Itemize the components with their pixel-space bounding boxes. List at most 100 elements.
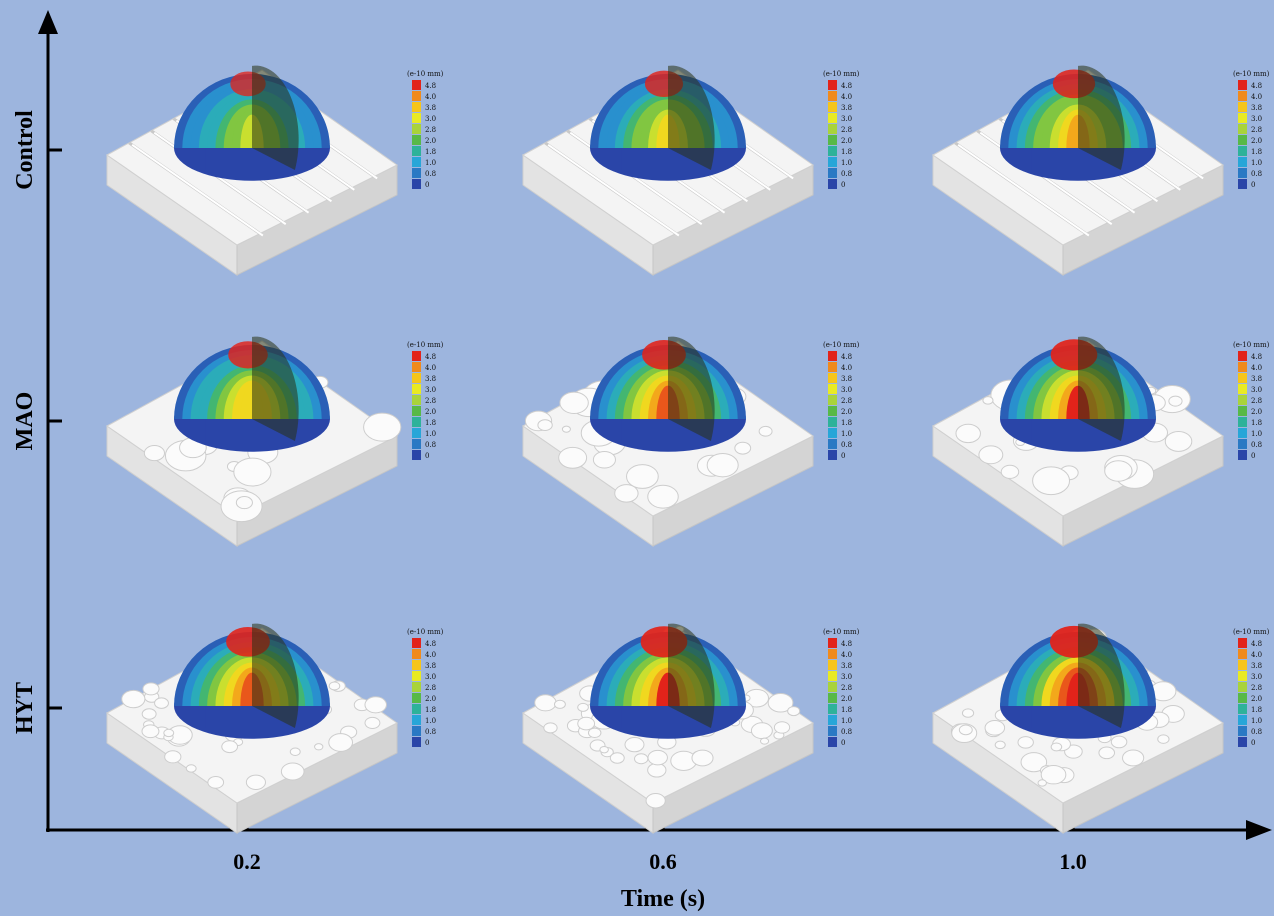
y-axis-arrow (38, 10, 58, 34)
legend-level: 4.8 (1251, 640, 1262, 648)
legend-swatch (1238, 146, 1247, 156)
legend-swatch (828, 660, 837, 670)
groove-highlight (547, 144, 680, 237)
legend-level: 4.0 (841, 651, 852, 659)
legend-level: 1.0 (1251, 430, 1262, 438)
legend-level: 3.8 (841, 375, 852, 383)
legend-swatch (412, 362, 421, 372)
legend-swatch (1238, 80, 1247, 90)
legend-level: 3.0 (1251, 386, 1262, 394)
surface-bump (626, 464, 659, 489)
legend-level: 0.8 (841, 728, 852, 736)
legend-swatch (412, 395, 421, 405)
legend-swatch (1238, 450, 1247, 460)
legend-level: 4.0 (1251, 93, 1262, 101)
surface-bump (1122, 749, 1145, 767)
legend-swatch (828, 124, 837, 134)
legend-swatch (828, 649, 837, 659)
legend-level: 0 (425, 739, 429, 747)
cell-cut-base (1031, 706, 1078, 728)
surface-bump (577, 716, 596, 731)
cell-cut-base (205, 419, 252, 441)
legend-swatch (1238, 682, 1247, 692)
legend-swatch (412, 146, 421, 156)
legend-level: 4.0 (425, 93, 436, 101)
legend-level: 3.0 (1251, 115, 1262, 123)
surface-bump (773, 721, 791, 734)
legend-level: 0 (841, 452, 845, 460)
surface-bump (978, 445, 1004, 465)
legend-level: 1.0 (1251, 159, 1262, 167)
surface-bump (1157, 734, 1170, 744)
legend-swatch (828, 91, 837, 101)
surface-bump (314, 743, 324, 751)
legend-swatch (828, 450, 837, 460)
legend-swatch (412, 671, 421, 681)
legend-swatch (1238, 373, 1247, 383)
legend-level: 0 (841, 739, 845, 747)
cell-cut-base (205, 148, 252, 170)
legend-swatch (828, 726, 837, 736)
legend-swatch (828, 179, 837, 189)
cell-cut-base (205, 706, 252, 728)
legend-swatch (1238, 395, 1247, 405)
legend-level: 2.0 (1251, 137, 1262, 145)
legend-level: 1.8 (425, 706, 436, 714)
legend-swatch (412, 384, 421, 394)
legend-swatch (828, 715, 837, 725)
surface-bump (955, 423, 981, 444)
surface-bump (559, 391, 589, 414)
cell-cutaway (252, 336, 299, 441)
surface-bump (364, 696, 387, 714)
legend-level: 3.8 (425, 104, 436, 112)
legend-level: 0.8 (1251, 728, 1262, 736)
panel-mao-0_6: (e-10 mm) 4.8 4.0 3.8 3.0 2.8 2.0 1.8 1.0 0.8 0 (522, 336, 860, 547)
legend-swatch (412, 450, 421, 460)
surface-bump (1110, 735, 1128, 749)
surface-bump (1000, 464, 1020, 479)
surface-bump (734, 441, 752, 455)
legend-level: 4.8 (1251, 353, 1262, 361)
surface-bump (328, 733, 354, 752)
legend-level: 3.0 (841, 673, 852, 681)
legend-swatch (828, 102, 837, 112)
surface-bump (164, 750, 182, 764)
legend-level: 3.0 (425, 115, 436, 123)
legend-swatch (412, 80, 421, 90)
surface-bump (289, 747, 301, 756)
legend-swatch (1238, 417, 1247, 427)
surface-bump (534, 694, 557, 712)
legend-level: 0 (1251, 739, 1255, 747)
surface-bump (599, 745, 609, 754)
surface-bump (143, 445, 166, 462)
legend-level: 4.0 (841, 364, 852, 372)
legend-level: 0.8 (425, 170, 436, 178)
legend-level: 3.0 (841, 386, 852, 394)
surface-bump (561, 425, 571, 433)
legend-level: 4.0 (425, 364, 436, 372)
cell-cutaway (668, 65, 715, 170)
legend-swatch (1238, 439, 1247, 449)
cell-cut-base (621, 706, 668, 728)
legend-level: 2.0 (1251, 695, 1262, 703)
y-row-label-hyt: HYT (12, 682, 38, 734)
simulation-panels: (e-10 mm) 4.8 4.0 3.8 3.0 2.8 2.0 1.8 1.0 0.8 0 (e-… (106, 65, 1270, 834)
legend-unit: (e-10 mm) (1233, 628, 1270, 636)
legend-swatch (828, 395, 837, 405)
legend-level: 1.0 (841, 430, 852, 438)
surface-bump (958, 724, 973, 736)
surface-bump (624, 737, 645, 753)
surface-bump (245, 774, 267, 790)
legend-unit: (e-10 mm) (823, 341, 860, 349)
legend-level: 2.8 (841, 684, 852, 692)
legend-swatch (828, 351, 837, 361)
surface-bump (207, 775, 225, 789)
legend-level: 2.8 (1251, 684, 1262, 692)
surface-bump (647, 749, 668, 766)
legend-unit: (e-10 mm) (1233, 70, 1270, 78)
legend-swatch (1238, 157, 1247, 167)
legend-level: 1.0 (841, 159, 852, 167)
legend-level: 0.8 (425, 728, 436, 736)
legend-swatch (412, 638, 421, 648)
legend-swatch (1238, 91, 1247, 101)
